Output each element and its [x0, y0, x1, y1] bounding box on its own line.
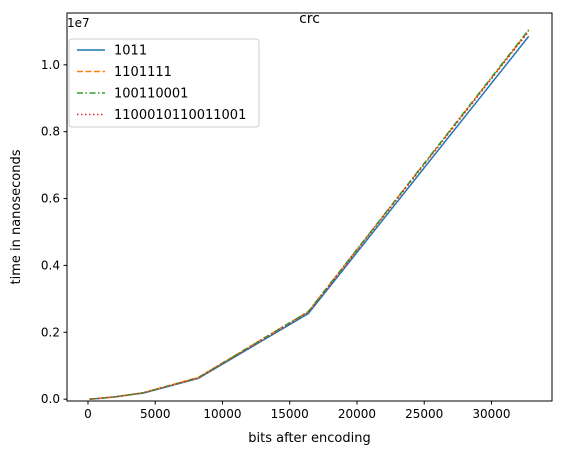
- series-line-1100010110011001: [89, 30, 530, 400]
- y-axis-label: time in nanoseconds: [9, 149, 24, 284]
- y-tick-label: 0.0: [41, 392, 60, 406]
- legend-label: 1011: [114, 44, 147, 59]
- x-axis-label: bits after encoding: [248, 431, 370, 446]
- chart-title: crc: [299, 11, 320, 27]
- x-tick-label: 20000: [338, 407, 376, 421]
- y-axis-scale-label: 1e7: [67, 16, 90, 30]
- x-axis-ticks: 0 5000 10000 15000 20000 25000 30000: [84, 401, 511, 421]
- x-tick-label: 10000: [203, 407, 241, 421]
- legend-label: 1100010110011001: [114, 108, 246, 123]
- x-tick-label: 5000: [140, 407, 171, 421]
- x-tick-label: 25000: [405, 407, 443, 421]
- y-tick-label: 1.0: [41, 58, 60, 72]
- plot-frame: [66, 12, 553, 402]
- y-tick-label: 0.2: [41, 325, 60, 339]
- legend-label: 100110001: [114, 87, 188, 102]
- y-tick-label: 0.4: [41, 258, 60, 272]
- legend-box: [68, 38, 260, 128]
- series-layer: [89, 29, 530, 400]
- x-tick-label: 0: [84, 407, 92, 421]
- y-axis-ticks: 0.0 0.2 0.4 0.6 0.8 1.0: [41, 58, 67, 406]
- legend: 1011 1101111 100110001 1100010110011001: [68, 38, 260, 128]
- x-tick-label: 15000: [271, 407, 309, 421]
- y-tick-label: 0.8: [41, 125, 60, 139]
- legend-label: 1101111: [114, 65, 172, 80]
- x-tick-label: 30000: [472, 407, 510, 421]
- legend-items: 1011 1101111 100110001 1100010110011001: [77, 44, 246, 123]
- y-tick-label: 0.6: [41, 192, 60, 206]
